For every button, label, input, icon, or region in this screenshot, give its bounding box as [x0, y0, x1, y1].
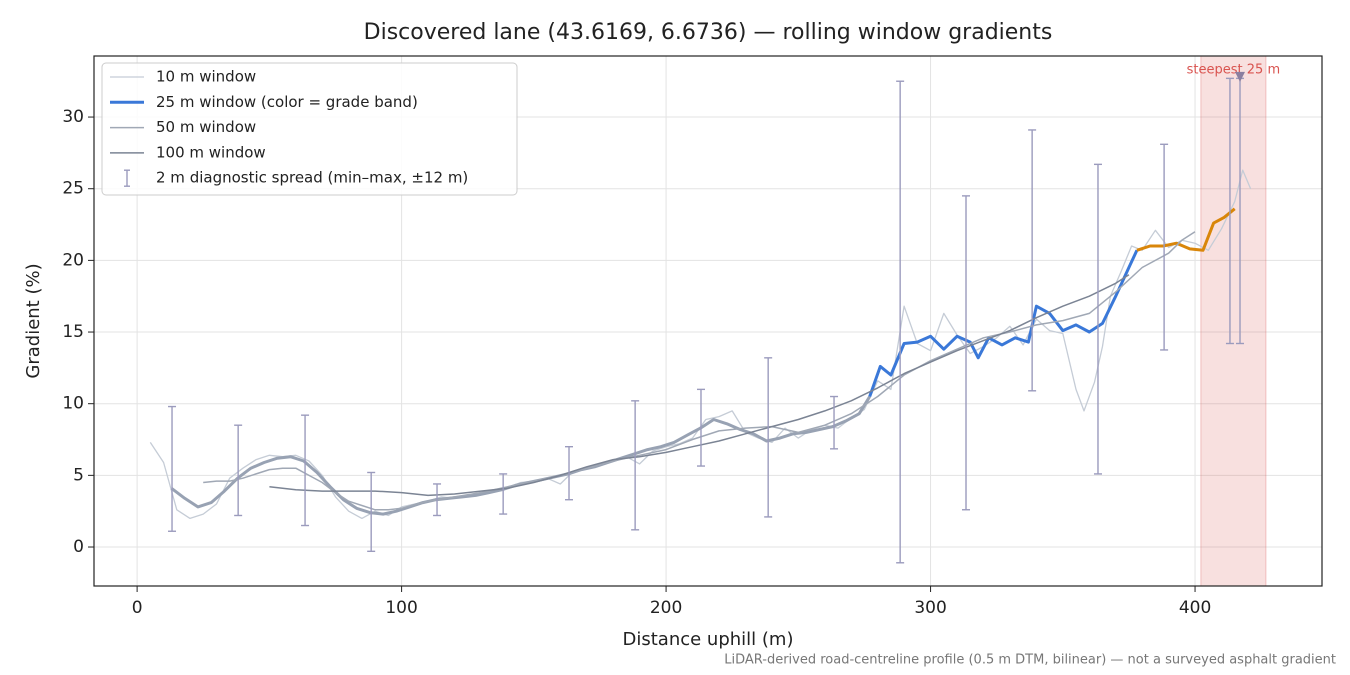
y-tick-label: 15: [62, 322, 84, 342]
y-axis-label: Gradient (%): [23, 263, 44, 378]
y-tick-label: 5: [73, 465, 84, 485]
legend-label: 100 m window: [156, 143, 266, 161]
series-line: [1136, 207, 1236, 252]
x-axis-label: Distance uphill (m): [623, 629, 794, 650]
y-tick-label: 30: [62, 107, 84, 127]
x-tick-label: 100: [385, 598, 417, 618]
legend-box: [101, 62, 518, 196]
y-tick-label: 0: [73, 537, 84, 557]
x-tick-label: 200: [650, 598, 682, 618]
legend-label: 50 m window: [156, 118, 256, 136]
y-tick-label: 25: [62, 179, 84, 199]
x-tick-label: 0: [132, 598, 143, 618]
series-line: [868, 249, 1139, 397]
chart-title: Discovered lane (43.6169, 6.6736) — roll…: [364, 20, 1053, 45]
x-tick-label: 400: [1179, 598, 1211, 618]
legend-label: 10 m window: [156, 68, 256, 86]
legend-label: 25 m window (color = grade band): [156, 93, 418, 111]
series-line: [269, 274, 1130, 497]
x-tick-label: 300: [914, 598, 946, 618]
y-tick-label: 20: [62, 250, 84, 270]
footnote: LiDAR-derived road-centreline profile (0…: [724, 653, 1336, 668]
series-line: [149, 169, 1252, 520]
steepest-band: [1200, 55, 1267, 587]
steepest-label: steepest 25 m: [1187, 63, 1280, 78]
y-tick-label: 10: [62, 394, 84, 414]
legend: 10 m window 25 m window (color = grade ba…: [101, 62, 518, 196]
legend-label: 2 m diagnostic spread (min–max, ±12 m): [156, 169, 468, 187]
steepest-marker: [1235, 71, 1246, 82]
plot-frame: [93, 55, 1323, 587]
